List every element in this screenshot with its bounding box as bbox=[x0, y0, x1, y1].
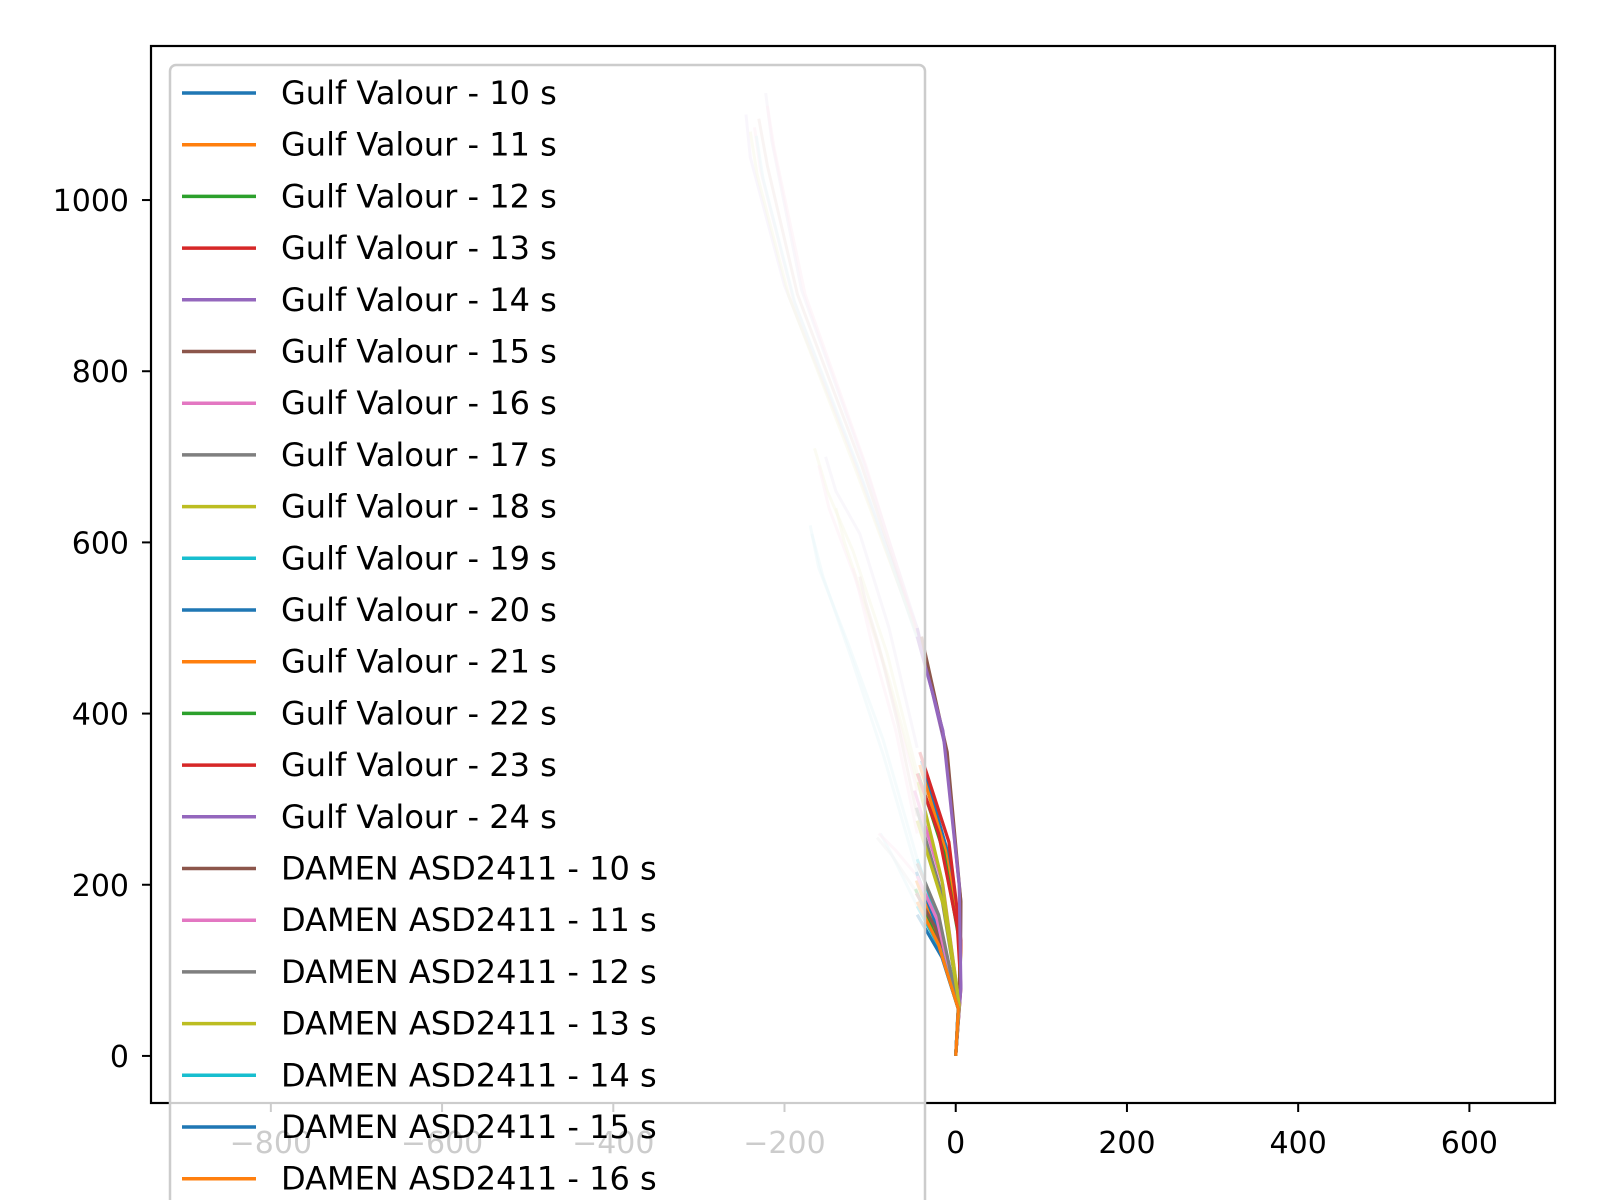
legend-label: Gulf Valour - 17 s bbox=[281, 436, 557, 474]
legend-label: Gulf Valour - 16 s bbox=[281, 384, 557, 422]
legend-label: DAMEN ASD2411 - 16 s bbox=[281, 1160, 657, 1198]
x-tick-label: 200 bbox=[1098, 1126, 1155, 1161]
y-tick-label: 0 bbox=[110, 1040, 129, 1075]
legend-label: Gulf Valour - 18 s bbox=[281, 488, 557, 526]
legend-label: DAMEN ASD2411 - 12 s bbox=[281, 953, 657, 991]
y-axis: 0 200 400 600 800 1000 bbox=[53, 184, 151, 1075]
legend: Gulf Valour - 10 s Gulf Valour - 11 s Gulf… bbox=[168, 63, 927, 1200]
y-tick-label: 800 bbox=[72, 355, 129, 390]
legend-label: Gulf Valour - 20 s bbox=[281, 591, 557, 629]
legend-label: Gulf Valour - 14 s bbox=[281, 281, 557, 319]
x-tick-label: 400 bbox=[1270, 1126, 1327, 1161]
legend-label: Gulf Valour - 23 s bbox=[281, 746, 557, 784]
series-lines bbox=[913, 627, 963, 1057]
y-tick-label: 200 bbox=[72, 869, 129, 904]
series-line-21 bbox=[915, 901, 960, 1056]
legend-label: DAMEN ASD2411 - 14 s bbox=[281, 1056, 657, 1094]
legend-label: Gulf Valour - 24 s bbox=[281, 798, 557, 836]
y-tick-label: 1000 bbox=[53, 184, 129, 219]
legend-label: DAMEN ASD2411 - 13 s bbox=[281, 1005, 657, 1043]
legend-label: Gulf Valour - 19 s bbox=[281, 539, 557, 577]
legend-label: Gulf Valour - 10 s bbox=[281, 74, 557, 112]
legend-label: Gulf Valour - 13 s bbox=[281, 229, 557, 267]
legend-box bbox=[168, 63, 927, 1200]
legend-label: DAMEN ASD2411 - 15 s bbox=[281, 1108, 657, 1146]
legend-label: Gulf Valour - 21 s bbox=[281, 643, 557, 681]
legend-label: DAMEN ASD2411 - 10 s bbox=[281, 850, 657, 888]
y-tick-label: 600 bbox=[72, 526, 129, 561]
legend-label: Gulf Valour - 12 s bbox=[281, 177, 557, 215]
legend-label: Gulf Valour - 15 s bbox=[281, 333, 557, 371]
x-tick-label: 600 bbox=[1441, 1126, 1498, 1161]
legend-label: DAMEN ASD2411 - 11 s bbox=[281, 901, 657, 939]
x-tick-label: 0 bbox=[946, 1126, 965, 1161]
legend-label: Gulf Valour - 22 s bbox=[281, 694, 557, 732]
y-tick-label: 400 bbox=[72, 698, 129, 733]
legend-label: Gulf Valour - 11 s bbox=[281, 126, 557, 164]
